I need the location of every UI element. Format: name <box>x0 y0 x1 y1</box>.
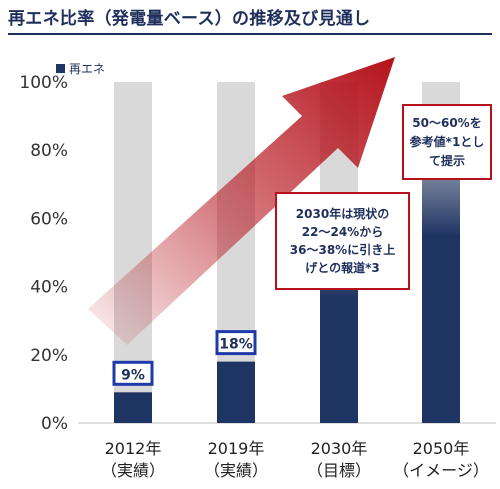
y-tick-label: 20% <box>30 346 68 366</box>
value-label-box <box>215 330 257 356</box>
callout-2030-target: 2030年は現状の 22～24%から 36～38%に引き上 げとの報道*3 <box>275 192 410 290</box>
value-label: 9% <box>121 367 145 383</box>
x-tick-label: （イメージ） <box>393 461 489 480</box>
value-label-box <box>112 360 154 386</box>
y-tick-label: 100% <box>19 73 68 93</box>
title-divider <box>8 33 492 35</box>
growth-arrow <box>88 57 395 345</box>
bar <box>320 296 358 423</box>
x-tick-label: 2050年 <box>413 439 470 458</box>
bar <box>114 392 152 423</box>
x-tick-label: （実績） <box>204 461 268 480</box>
x-tick-label: 2030年 <box>311 439 368 458</box>
x-tick-label: （実績） <box>101 461 165 480</box>
page-title: 再エネ比率（発電量ベース）の推移及び見通し <box>8 9 371 29</box>
x-tick-label: （目標） <box>307 461 371 480</box>
y-tick-label: 60% <box>30 209 68 229</box>
bar <box>422 235 460 423</box>
value-label: 18% <box>219 337 253 353</box>
bar <box>217 361 255 423</box>
legend-swatch <box>56 64 65 73</box>
callout-2050-reference: 50～60%を 参考値*1とし て提示 <box>402 104 492 180</box>
x-tick-label: 2012年 <box>105 439 162 458</box>
legend-label: 再エネ <box>69 62 105 76</box>
y-tick-label: 80% <box>30 141 68 161</box>
y-tick-label: 0% <box>41 414 68 434</box>
x-tick-label: 2019年 <box>208 439 265 458</box>
y-tick-label: 40% <box>30 278 68 298</box>
